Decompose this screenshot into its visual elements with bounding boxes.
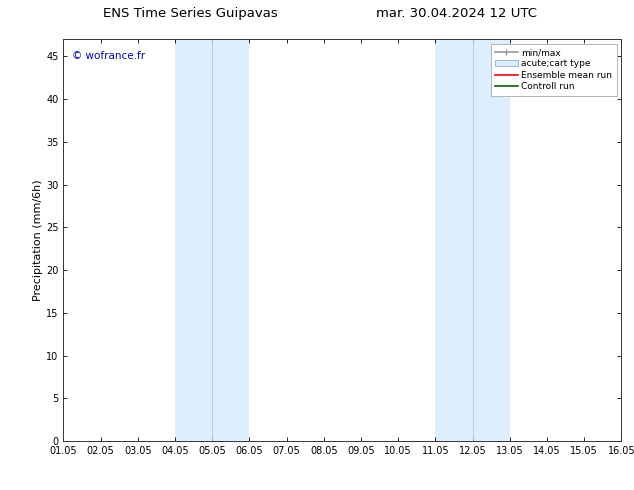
Text: © wofrance.fr: © wofrance.fr — [72, 51, 145, 61]
Text: ENS Time Series Guipavas: ENS Time Series Guipavas — [103, 6, 278, 20]
Bar — [436, 39, 510, 441]
Y-axis label: Precipitation (mm/6h): Precipitation (mm/6h) — [33, 179, 43, 301]
Legend: min/max, acute;cart type, Ensemble mean run, Controll run: min/max, acute;cart type, Ensemble mean … — [491, 44, 617, 96]
Bar — [175, 39, 249, 441]
Text: mar. 30.04.2024 12 UTC: mar. 30.04.2024 12 UTC — [376, 6, 537, 20]
